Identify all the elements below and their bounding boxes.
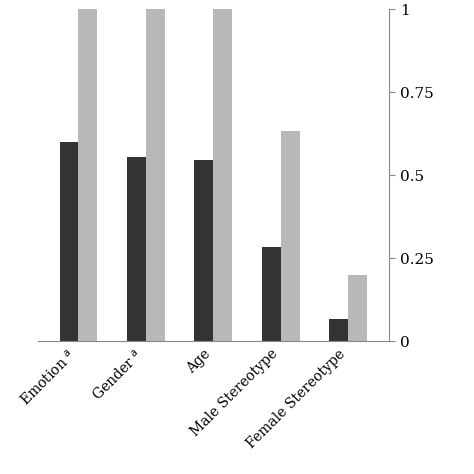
Bar <box>213 3 232 341</box>
Bar <box>146 3 165 341</box>
Bar <box>60 142 78 341</box>
Bar <box>194 161 213 341</box>
Bar <box>127 157 146 341</box>
Bar <box>329 319 348 341</box>
Bar <box>281 131 300 341</box>
Bar <box>262 247 281 341</box>
Bar <box>78 3 97 341</box>
Bar <box>348 275 367 341</box>
